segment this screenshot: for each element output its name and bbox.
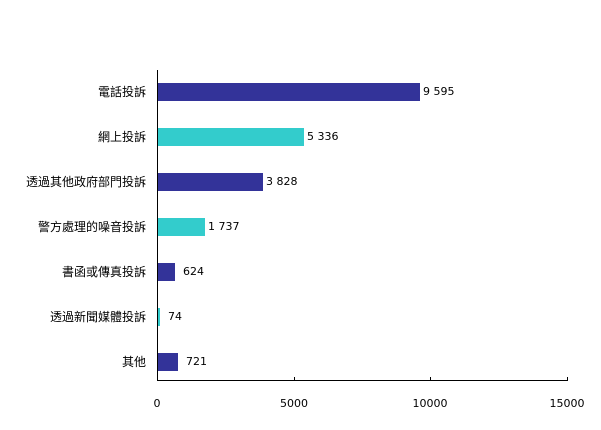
category-label: 網上投訴 bbox=[97, 130, 146, 144]
bar bbox=[158, 218, 205, 236]
category-label: 書函或傳真投訴 bbox=[61, 265, 146, 279]
x-tick-label: 10000 bbox=[412, 397, 448, 410]
category-label: 透過其他政府部門投訴 bbox=[25, 175, 146, 189]
value-label: 624 bbox=[183, 265, 204, 278]
x-tick bbox=[430, 377, 431, 380]
value-label: 721 bbox=[186, 355, 207, 368]
category-label: 其他 bbox=[121, 355, 146, 369]
x-tick-label: 5000 bbox=[280, 397, 308, 410]
bar bbox=[158, 263, 175, 281]
value-label: 3 828 bbox=[266, 175, 298, 188]
x-tick bbox=[294, 377, 295, 380]
x-tick bbox=[567, 377, 568, 380]
x-tick-label: 15000 bbox=[549, 397, 585, 410]
value-label: 5 336 bbox=[307, 130, 339, 143]
value-label: 1 737 bbox=[208, 220, 240, 233]
bar bbox=[158, 128, 304, 146]
value-label: 9 595 bbox=[423, 85, 455, 98]
bar bbox=[158, 173, 263, 191]
bar bbox=[158, 83, 420, 101]
category-label: 警方處理的噪音投訴 bbox=[37, 220, 146, 234]
bar bbox=[158, 308, 160, 326]
x-tick-label: 0 bbox=[153, 397, 161, 410]
y-axis-line bbox=[157, 70, 158, 381]
bar bbox=[158, 353, 178, 371]
category-label: 透過新聞媒體投訴 bbox=[49, 310, 146, 324]
x-axis-line bbox=[157, 380, 568, 381]
value-label: 74 bbox=[168, 310, 182, 323]
category-label: 電話投訴 bbox=[97, 85, 146, 99]
